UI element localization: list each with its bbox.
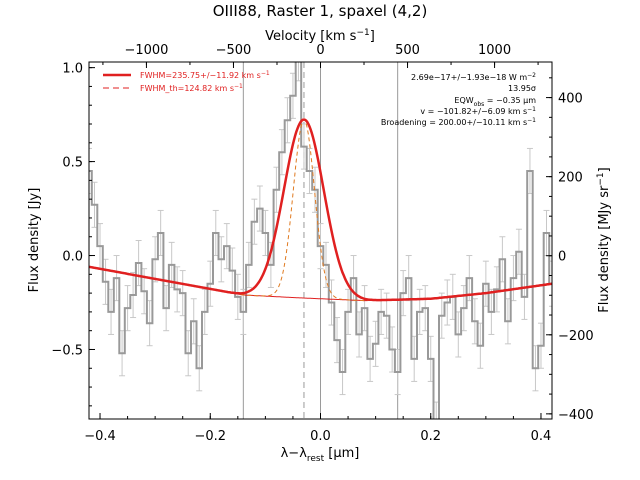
v-tick-label: −1000 <box>124 43 168 58</box>
x-tick-label: 0.4 <box>531 429 552 444</box>
chart-title: OIII88, Raster 1, spaxel (4,2) <box>213 2 428 20</box>
legend-entry-fwhm: FWHM=235.75+/−11.92 km s−1 <box>140 70 270 80</box>
v-tick-label: 0 <box>316 43 324 58</box>
y-right-tick-label: −200 <box>558 329 594 344</box>
x-tick-label: 0.2 <box>420 429 441 444</box>
y-tick-label: 0.5 <box>62 156 83 171</box>
annotation-significance: 13.95σ <box>508 84 536 93</box>
y-right-tick-label: 0 <box>558 250 566 265</box>
y-axis-left-label: Flux density [Jy] <box>27 188 42 293</box>
fit-annotations: 2.69e−17+/−1.93e−18 W m−2 13.95σ EQWobs … <box>381 72 536 127</box>
y-right-tick-label: −400 <box>558 408 594 423</box>
x-tick-label: −0.4 <box>84 429 116 444</box>
y-tick-label: −0.5 <box>51 343 83 358</box>
legend: FWHM=235.75+/−11.92 km s−1 FWHM_th=124.8… <box>103 70 270 93</box>
y-tick-label: 1.0 <box>62 62 83 77</box>
annotation-eqw: EQWobs = −0.35 μm <box>454 96 536 108</box>
v-tick-label: −500 <box>216 43 252 58</box>
y-right-tick-label: 200 <box>558 171 583 186</box>
spectrum-series <box>89 62 552 419</box>
legend-entry-fwhm-th: FWHM_th=124.82 km s−1 <box>140 83 243 93</box>
annotation-broadening: Broadening = 200.00+/−10.11 km s−1 <box>381 117 536 127</box>
v-tick-label: 500 <box>395 43 420 58</box>
axes: −0.4 −0.2 0.0 0.2 0.4 −1000 −500 0 500 1000 −0.5 0.… <box>51 43 593 444</box>
x-tick-label: 0.0 <box>310 429 331 444</box>
y-axis-right-label: Flux density [MJy sr−1] <box>596 167 612 312</box>
annotation-flux: 2.69e−17+/−1.93e−18 W m−2 <box>411 72 536 82</box>
x-axis-top-label: Velocity [km s−1] <box>265 28 375 44</box>
v-tick-label: 1000 <box>478 43 511 58</box>
y-tick-label: 0.0 <box>62 250 83 265</box>
data-layer <box>89 62 552 419</box>
gaussian-fit-series <box>89 118 552 302</box>
y-right-tick-label: 400 <box>558 92 583 107</box>
plot-frame <box>88 61 553 420</box>
x-axis-label: λ−λrest [μm] <box>281 446 360 464</box>
annotation-velocity: v = −101.82+/−6.09 km s−1 <box>420 106 536 116</box>
x-tick-label: −0.2 <box>194 429 226 444</box>
